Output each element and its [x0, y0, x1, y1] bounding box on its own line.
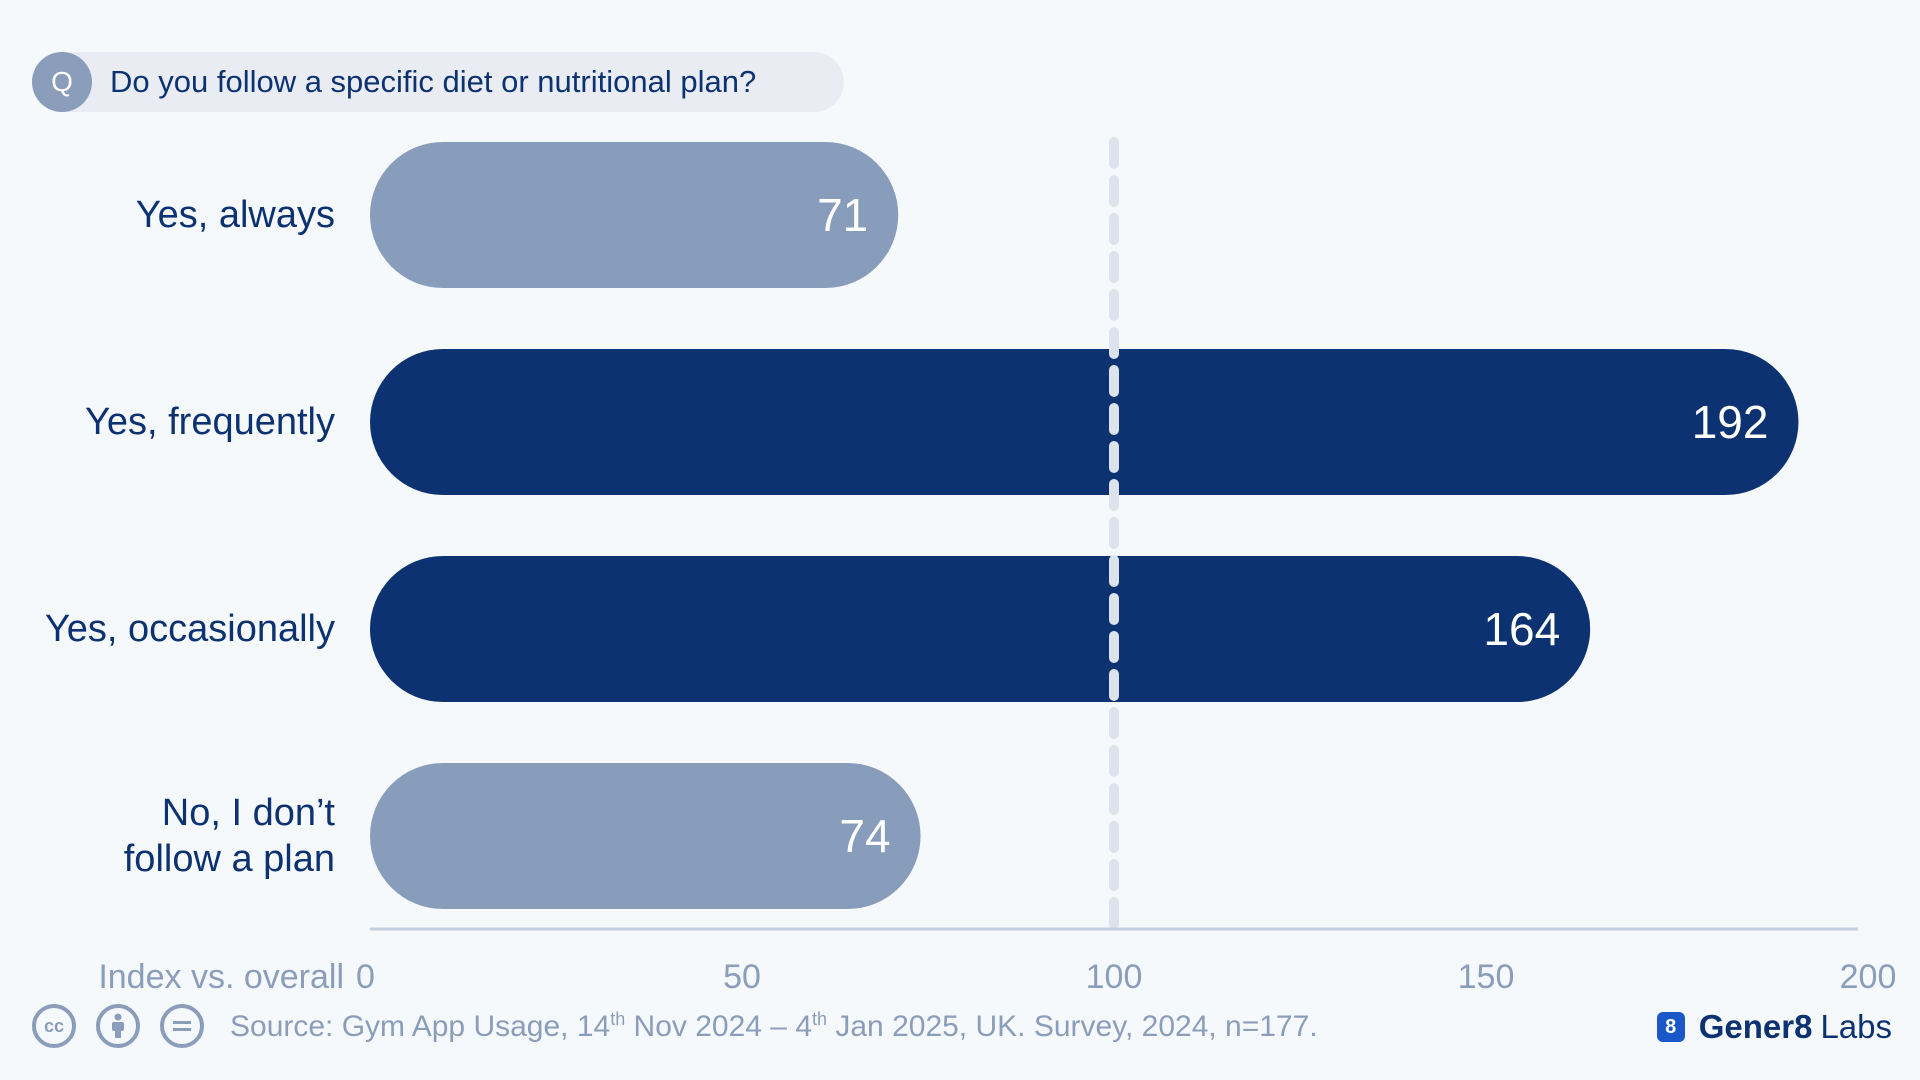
brand-logo-icon: 8: [1656, 1012, 1685, 1042]
question-banner: Q Do you follow a specific diet or nutri…: [32, 52, 844, 112]
no-derivatives-icon: [160, 1004, 204, 1048]
bar-value-label: 164: [1483, 603, 1560, 655]
x-tick-label: 0: [356, 958, 375, 990]
index-bar-chart: 71 Yes, always 192 Yes, frequently 164 Yes, o…: [45, 137, 1897, 990]
bar-value-label: 74: [839, 810, 890, 862]
brand-suffix: Labs: [1820, 1008, 1892, 1045]
category-label: Yes, occasionally: [45, 608, 335, 650]
bar: [370, 142, 899, 288]
category-label: No, I don’t follow a plan: [124, 792, 336, 880]
x-tick-label: 200: [1840, 958, 1897, 990]
bar: [370, 349, 1799, 495]
category-label: Yes, frequently: [85, 401, 335, 443]
cc-icon: cc: [32, 1004, 76, 1048]
bar-value-label: 192: [1692, 396, 1769, 448]
category-label: Yes, always: [136, 194, 335, 236]
bar-value-label: 71: [817, 189, 868, 241]
attribution-icon: [96, 1004, 140, 1048]
brand: 8 Gener8 Labs: [1656, 1005, 1892, 1049]
question-text: Do you follow a specific diet or nutriti…: [110, 64, 757, 99]
brand-name: Gener8: [1698, 1008, 1813, 1045]
question-badge: Q: [32, 52, 92, 112]
footer: cc Source: Gym App Usage, 14th Nov 2024 …: [32, 1000, 1318, 1052]
x-tick-label: 150: [1458, 958, 1515, 990]
x-tick-label: 50: [723, 958, 761, 990]
source-note: Source: Gym App Usage, 14th Nov 2024 – 4…: [230, 1008, 1318, 1043]
x-tick-label: 100: [1086, 958, 1143, 990]
x-axis-title: Index vs. overall: [98, 958, 344, 990]
bar: [370, 763, 921, 909]
bar: [370, 556, 1591, 702]
